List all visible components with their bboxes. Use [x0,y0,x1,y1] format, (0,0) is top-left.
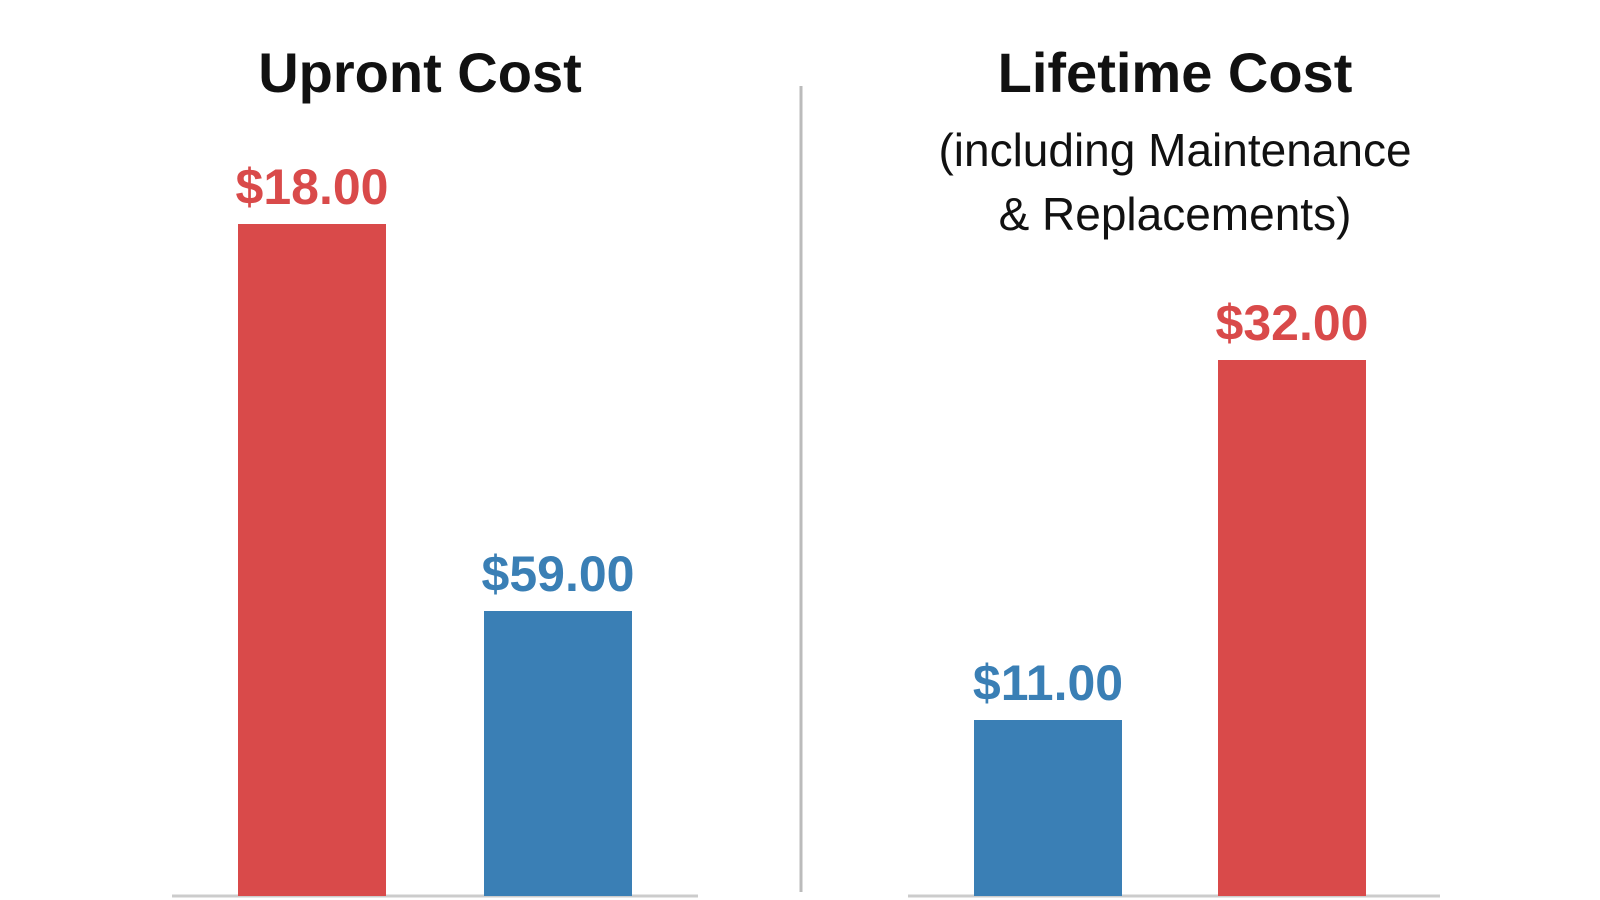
bars-lifetime: $11.00 $32.00 [973,295,1369,896]
bars-upfront: $18.00 $59.00 [236,159,635,896]
data-label-lifetime-2: $32.00 [1216,295,1369,351]
chart-title-upfront: Upront Cost [258,41,582,104]
data-label-upfront-2: $59.00 [482,546,635,602]
data-label-lifetime-1: $11.00 [973,655,1123,711]
data-label-upfront-1: $18.00 [236,159,389,215]
chart-subtitle-line-1: (including Maintenance [938,124,1411,176]
bar-lifetime-1 [974,720,1122,896]
chart-subtitle-line-2: & Replacements) [999,188,1352,240]
chart-title-lifetime: Lifetime Cost [998,41,1353,104]
bar-upfront-2 [484,611,632,896]
bar-lifetime-2 [1218,360,1366,896]
chart-panel-upfront: Upront Cost $18.00 $59.00 [172,41,698,898]
chart-panel-lifetime: Lifetime Cost (including Maintenance & R… [908,41,1440,898]
bar-upfront-1 [238,224,386,896]
